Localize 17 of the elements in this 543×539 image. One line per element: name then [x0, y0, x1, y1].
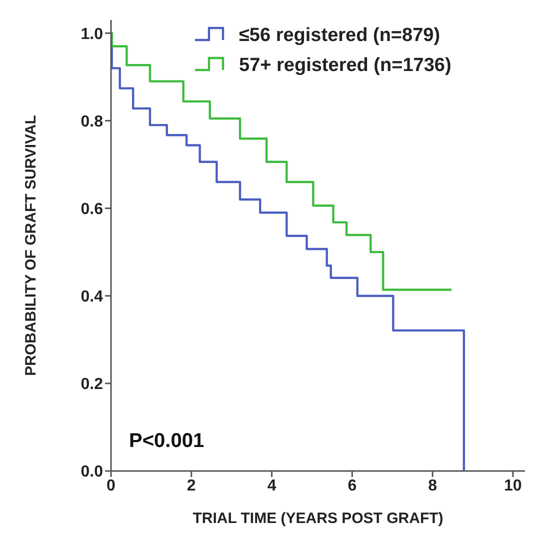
- annotation: P<0.001: [129, 430, 204, 452]
- x-tick-label: 4: [267, 477, 276, 494]
- y-tick-label: 0.2: [80, 376, 104, 394]
- y-tick-label: 1.0: [80, 26, 104, 43]
- x-tick-label: 6: [348, 477, 357, 494]
- legend-label: ≤56 registered (n=879): [239, 25, 440, 46]
- y-tick-label: 0.0: [80, 464, 104, 481]
- y-tick-label: 0.8: [80, 113, 104, 130]
- y-tick-label: 0.6: [80, 200, 104, 218]
- x-tick-label: 0: [106, 477, 116, 494]
- x-tick-label: 2: [186, 477, 196, 494]
- x-axis-title: TRIAL TIME (YEARS POST GRAFT): [192, 510, 444, 527]
- y-axis-title: PROBABILITY OF GRAFT SURVIVAL: [22, 115, 40, 376]
- y-tick-label: 0.4: [80, 288, 104, 306]
- legend-label: 57+ registered (n=1736): [239, 55, 452, 76]
- x-tick-label: 8: [428, 477, 438, 494]
- x-tick-label: 10: [504, 477, 522, 494]
